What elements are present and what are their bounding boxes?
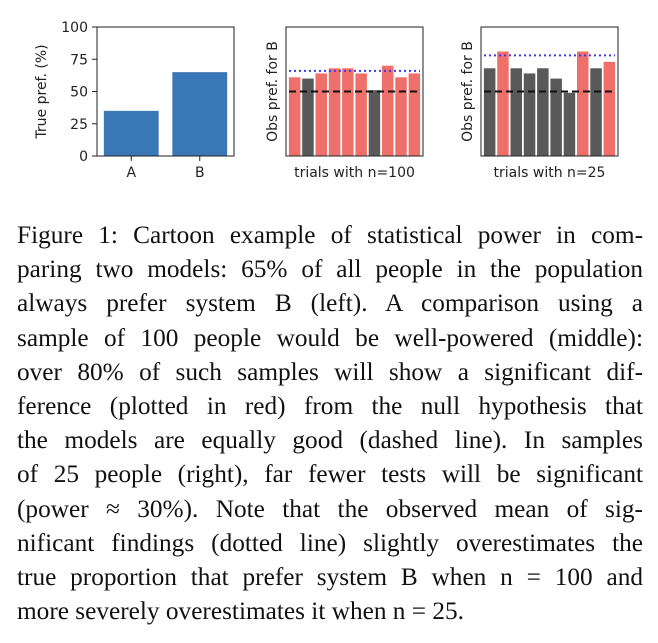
y-axis-label: True pref. (%) <box>34 44 50 139</box>
caption-line: ference (plotted in red) from the null h… <box>17 392 643 421</box>
y-tick-label: 100 <box>61 20 88 36</box>
caption-line: Figure 1: Cartoon example of statistical… <box>17 221 643 249</box>
y-tick-label: 75 <box>70 52 88 68</box>
y-tick-label: 25 <box>70 117 88 133</box>
caption-line: nificant findings (dotted line) slightly… <box>17 528 643 557</box>
x-axis-label: trials with n=25 <box>494 165 606 181</box>
nonsignificant-bar <box>302 78 314 156</box>
nonsignificant-bar <box>368 90 381 156</box>
caption-line: of 25 people (right), far fewer tests wi… <box>17 460 643 489</box>
axes-frame <box>285 26 424 157</box>
caption-line: true proportion that prefer system B whe… <box>17 563 643 592</box>
nonsignificant-bar <box>483 68 496 156</box>
figure-caption: Figure 1: Cartoon example of statistical… <box>17 218 643 628</box>
significant-bar <box>342 68 354 156</box>
y-axis-label: Obs pref. for B <box>265 41 281 142</box>
significant-bar <box>328 68 341 156</box>
significant-bar <box>355 73 367 156</box>
y-axis-label: Obs pref. for B <box>460 41 476 142</box>
bar-a <box>103 110 159 156</box>
axes-frame <box>480 26 619 157</box>
significant-bar <box>497 51 509 157</box>
significant-bar <box>315 73 328 156</box>
caption-line: more severely overestimates it when n = … <box>17 597 464 626</box>
nonsignificant-bar <box>563 92 576 156</box>
significant-bar <box>408 73 421 156</box>
significant-bar <box>381 65 394 156</box>
y-tick-label: 0 <box>79 149 88 165</box>
x-axis-label: trials with n=100 <box>294 165 415 181</box>
caption-line: the models are equally good (dashed line… <box>17 426 643 455</box>
nonsignificant-bar <box>537 68 549 156</box>
significant-bar <box>576 51 589 157</box>
axes-frame <box>96 26 235 157</box>
caption-line: always prefer system B (left). A compari… <box>17 289 643 318</box>
caption-line: sample of 100 people would be well-power… <box>17 323 643 352</box>
trials-n100-chart: trials with n=100 Obs pref. for B <box>265 26 424 181</box>
figure-1: A B 0 25 50 75 100 True pref. (%) trials with n… <box>34 20 619 181</box>
nonsignificant-bar <box>523 73 536 156</box>
nonsignificant-bar <box>550 78 562 156</box>
x-tick-label: B <box>195 165 205 181</box>
caption-line: over 80% of such samples will show a sig… <box>17 357 643 386</box>
caption-line: (power ≈ 30%). Note that the observed me… <box>17 494 643 523</box>
trials-n25-chart: trials with n=25 Obs pref. for B <box>460 26 619 181</box>
caption-line: paring two models: 65% of all people in … <box>17 255 643 284</box>
true-preference-chart: A B 0 25 50 75 100 True pref. (%) <box>34 20 235 181</box>
nonsignificant-bar <box>590 68 602 156</box>
significant-bar <box>288 77 301 156</box>
x-tick-label: A <box>126 165 136 181</box>
significant-bar <box>395 77 407 156</box>
significant-bar <box>603 61 616 156</box>
bar-b <box>172 72 228 156</box>
y-tick-label: 50 <box>70 85 88 101</box>
nonsignificant-bar <box>510 68 523 156</box>
